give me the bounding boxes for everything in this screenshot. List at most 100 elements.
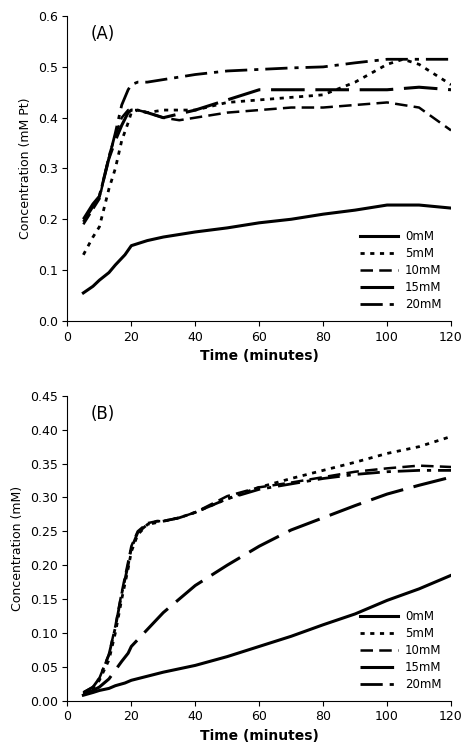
15mM <box>256 85 262 94</box>
5mM <box>161 106 166 115</box>
5mM <box>119 136 125 145</box>
10mM <box>320 473 326 482</box>
15mM <box>125 108 131 117</box>
15mM <box>352 501 358 510</box>
15mM <box>145 108 150 117</box>
10mM <box>125 106 131 115</box>
5mM <box>90 232 96 241</box>
20mM <box>81 217 86 226</box>
10mM <box>288 103 294 112</box>
20mM <box>192 508 198 517</box>
5mM <box>135 530 141 539</box>
5mM <box>161 516 166 526</box>
10mM <box>97 674 102 683</box>
20mM <box>448 466 454 475</box>
0mM <box>81 691 86 700</box>
20mM <box>112 128 118 137</box>
0mM <box>161 232 166 241</box>
0mM <box>161 667 166 676</box>
10mM <box>97 195 102 204</box>
5mM <box>224 495 230 504</box>
0mM <box>416 584 422 593</box>
Line: 0mM: 0mM <box>83 205 451 293</box>
20mM <box>145 78 150 87</box>
10mM <box>128 106 134 115</box>
5mM <box>81 250 86 259</box>
0mM <box>122 250 128 259</box>
5mM <box>125 564 131 573</box>
10mM <box>416 461 422 470</box>
20mM <box>384 467 390 477</box>
20mM <box>416 466 422 475</box>
0mM <box>106 268 112 277</box>
20mM <box>81 688 86 697</box>
0mM <box>97 686 102 695</box>
10mM <box>81 688 86 697</box>
15mM <box>320 513 326 523</box>
0mM <box>145 236 150 245</box>
Line: 5mM: 5mM <box>83 437 451 694</box>
0mM <box>81 288 86 297</box>
10mM <box>176 115 182 124</box>
20mM <box>119 589 125 598</box>
0mM <box>106 684 112 693</box>
5mM <box>352 78 358 87</box>
15mM <box>128 106 134 115</box>
20mM <box>256 65 262 74</box>
10mM <box>256 106 262 115</box>
20mM <box>90 682 96 691</box>
0mM <box>320 621 326 630</box>
10mM <box>448 462 454 471</box>
0mM <box>97 276 102 285</box>
15mM <box>384 85 390 94</box>
5mM <box>145 520 150 529</box>
0mM <box>192 228 198 237</box>
Text: (A): (A) <box>91 25 115 43</box>
5mM <box>112 628 118 637</box>
5mM <box>384 60 390 69</box>
Line: 15mM: 15mM <box>83 477 451 694</box>
5mM <box>106 655 112 664</box>
5mM <box>224 98 230 107</box>
15mM <box>125 648 131 657</box>
10mM <box>135 527 141 536</box>
10mM <box>145 108 150 117</box>
20mM <box>384 55 390 64</box>
20mM <box>106 154 112 163</box>
0mM <box>352 609 358 618</box>
10mM <box>106 152 112 161</box>
15mM <box>176 594 182 603</box>
10mM <box>119 587 125 596</box>
Legend: 0mM, 5mM, 10mM, 15mM, 20mM: 0mM, 5mM, 10mM, 15mM, 20mM <box>356 606 445 694</box>
5mM <box>352 458 358 467</box>
10mM <box>448 126 454 135</box>
10mM <box>176 513 182 523</box>
0mM <box>128 241 134 250</box>
15mM <box>145 625 150 634</box>
0mM <box>145 672 150 681</box>
20mM <box>192 70 198 79</box>
5mM <box>125 118 131 127</box>
0mM <box>352 206 358 215</box>
15mM <box>192 106 198 115</box>
0mM <box>122 679 128 688</box>
5mM <box>384 449 390 458</box>
20mM <box>106 650 112 659</box>
20mM <box>112 623 118 632</box>
20mM <box>320 474 326 483</box>
5mM <box>135 106 141 115</box>
20mM <box>416 55 422 64</box>
0mM <box>288 632 294 641</box>
0mM <box>90 688 96 697</box>
X-axis label: Time (minutes): Time (minutes) <box>200 729 319 743</box>
0mM <box>90 282 96 291</box>
10mM <box>384 464 390 473</box>
20mM <box>128 544 134 553</box>
15mM <box>416 83 422 92</box>
15mM <box>224 96 230 105</box>
5mM <box>320 466 326 475</box>
5mM <box>209 501 214 510</box>
20mM <box>97 674 102 683</box>
15mM <box>192 581 198 590</box>
20mM <box>209 501 214 510</box>
